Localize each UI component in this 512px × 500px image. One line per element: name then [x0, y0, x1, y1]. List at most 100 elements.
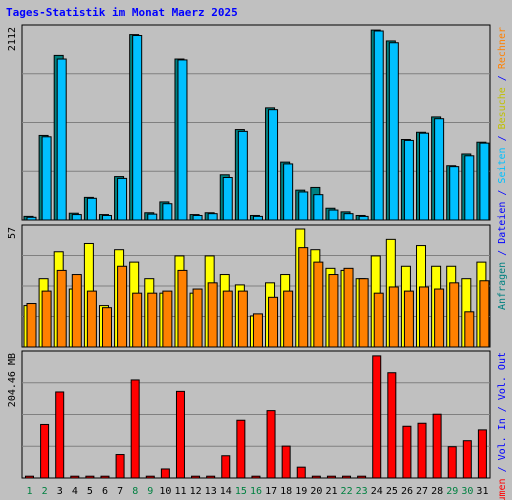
volumen-bar: [145, 475, 155, 479]
day-label: 7: [117, 486, 123, 497]
dateien-bar: [358, 215, 369, 221]
visits-ymax-label: 57: [7, 227, 18, 239]
rechner-bar: [71, 274, 82, 348]
volumen-bar: [281, 445, 291, 479]
rechner-bar: [237, 290, 248, 348]
volumen-bar: [251, 475, 261, 479]
volumen-bar: [447, 446, 457, 479]
day-label: 25: [386, 486, 398, 497]
volumen-bar: [387, 372, 397, 479]
volumen-bar: [221, 455, 231, 479]
dateien-bar: [328, 209, 339, 221]
day-label: 22: [341, 486, 353, 497]
requests-legend-label-part: Besuche: [497, 87, 508, 129]
day-label: 6: [102, 486, 108, 497]
day-label: 24: [371, 486, 383, 497]
rechner-bar: [373, 292, 384, 348]
day-label: 3: [57, 486, 63, 497]
rechner-bar: [388, 286, 399, 348]
volumen-bar: [372, 355, 382, 479]
volumen-bar: [40, 423, 50, 479]
requests-ymax-label: 2112: [7, 27, 18, 51]
requests-legend-label-part: Dateien: [497, 202, 508, 244]
day-label: 5: [87, 486, 93, 497]
rechner-bar: [268, 296, 279, 348]
volume-legend-label-part: Vol. In: [497, 418, 508, 460]
dateien-bar: [313, 194, 324, 221]
requests-legend-label-part: /: [497, 129, 508, 147]
volumen-bar: [296, 466, 306, 479]
dateien-bar: [132, 35, 143, 221]
volumen-bar: [115, 454, 125, 479]
day-label: 1: [27, 486, 33, 497]
dateien-bar: [449, 166, 460, 221]
day-label: 19: [295, 486, 307, 497]
dateien-bar: [147, 213, 158, 221]
dateien-bar: [26, 216, 37, 221]
rechner-bar: [419, 286, 430, 348]
volumen-bar: [70, 475, 80, 479]
volumen-bar: [311, 475, 321, 479]
rechner-bar: [449, 282, 460, 348]
volume-legend-label-part: /: [497, 460, 508, 478]
day-label: 8: [132, 486, 138, 497]
volumen-bar: [55, 391, 65, 479]
volumen-bar: [432, 413, 442, 479]
dateien-bar: [177, 59, 188, 221]
day-label: 18: [280, 486, 292, 497]
rechner-bar: [313, 261, 324, 348]
day-label: 29: [446, 486, 458, 497]
rechner-bar: [222, 290, 233, 348]
dateien-bar: [464, 155, 475, 221]
day-label: 26: [401, 486, 413, 497]
day-label: 14: [220, 486, 232, 497]
day-label: 31: [476, 486, 488, 497]
day-label: 2: [42, 486, 48, 497]
rechner-bar: [162, 290, 173, 348]
rechner-bar: [328, 274, 339, 348]
dateien-bar: [237, 130, 248, 221]
volumen-bar: [402, 425, 412, 479]
day-label: 17: [265, 486, 277, 497]
rechner-bar: [358, 278, 369, 348]
volumen-bar: [175, 390, 185, 479]
rechner-bar: [56, 269, 67, 348]
rechner-bar: [132, 292, 143, 348]
dateien-bar: [222, 176, 233, 221]
volumen-bar: [417, 422, 427, 479]
dateien-bar: [71, 214, 82, 221]
volumen-bar: [342, 475, 352, 479]
day-label: 12: [190, 486, 202, 497]
volumen-bar: [160, 468, 170, 479]
dateien-bar: [101, 214, 112, 221]
chart-marks: [23, 29, 490, 479]
day-label: 16: [250, 486, 262, 497]
requests-legend-label-part: /: [497, 69, 508, 87]
day-label: 9: [147, 486, 153, 497]
requests-legend-label-part: Anfragen: [497, 262, 508, 310]
rechner-bar: [464, 311, 475, 348]
dateien-bar: [419, 132, 430, 221]
day-label: 13: [205, 486, 217, 497]
rechner-bar: [298, 247, 309, 348]
requests-legend-label-part: /: [497, 244, 508, 262]
volumen-bar: [326, 475, 336, 479]
volumen-bar: [100, 475, 110, 479]
volumen-bar: [462, 440, 472, 479]
dateien-bar: [479, 142, 490, 221]
day-label: 10: [159, 486, 171, 497]
rechner-bar: [26, 303, 37, 348]
dateien-bar: [373, 30, 384, 221]
volume-ymax-label: 204.46 MB: [7, 353, 18, 407]
dateien-bar: [252, 215, 263, 221]
rechner-bar: [117, 265, 128, 348]
dateien-bar: [162, 203, 173, 221]
rechner-bar: [479, 280, 490, 348]
volumen-bar: [206, 475, 216, 479]
day-label: 4: [72, 486, 78, 497]
requests-legend-label: Anfragen / Dateien / Seiten / Besuche / …: [497, 27, 508, 310]
rechner-bar: [101, 307, 112, 348]
dateien-bar: [434, 118, 445, 221]
